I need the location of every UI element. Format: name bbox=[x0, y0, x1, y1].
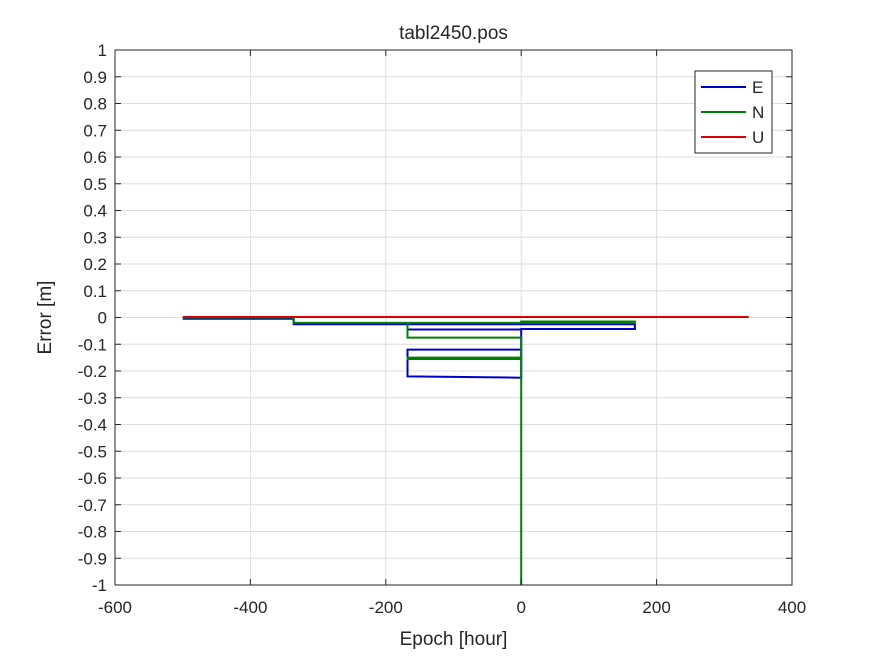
x-tick-label: -600 bbox=[98, 598, 132, 617]
y-tick-label: -0.2 bbox=[78, 362, 107, 381]
y-tick-label: 0.9 bbox=[83, 68, 107, 87]
y-tick-label: -0.4 bbox=[78, 416, 107, 435]
y-tick-label: -0.5 bbox=[78, 442, 107, 461]
series-layer bbox=[182, 316, 749, 585]
x-tick-label: -400 bbox=[233, 598, 267, 617]
y-tick-label: 0.7 bbox=[83, 121, 107, 140]
y-tick-label: -0.6 bbox=[78, 469, 107, 488]
y-tick-label: 0.2 bbox=[83, 255, 107, 274]
y-tick-label: 0.1 bbox=[83, 282, 107, 301]
x-tick-label: 200 bbox=[642, 598, 670, 617]
x-tick-label: 400 bbox=[778, 598, 806, 617]
y-axis-label: Error [m] bbox=[35, 281, 56, 355]
y-tick-label: -0.8 bbox=[78, 523, 107, 542]
x-tick-label: 0 bbox=[516, 598, 525, 617]
axis-ticks: -600 -400 -200 0 200 400 -1 -0.9 -0.8 -0.7 -0.6 -0.… bbox=[78, 41, 806, 617]
y-tick-label: -1 bbox=[92, 576, 107, 595]
y-tick-label: -0.7 bbox=[78, 496, 107, 515]
chart-title: tabl2450.pos bbox=[399, 23, 508, 44]
y-tick-label: 0.5 bbox=[83, 175, 107, 194]
y-tick-label: 0.4 bbox=[83, 202, 107, 221]
series-line-N bbox=[182, 316, 636, 585]
y-tick-label: -0.3 bbox=[78, 389, 107, 408]
y-tick-label: 0.8 bbox=[83, 95, 107, 114]
y-tick-label: 0 bbox=[98, 309, 107, 328]
y-tick-label: 0.6 bbox=[83, 148, 107, 167]
x-tick-label: -200 bbox=[369, 598, 403, 617]
y-tick-label: -0.1 bbox=[78, 335, 107, 354]
legend-label-E: E bbox=[752, 78, 763, 97]
y-tick-label: 0.3 bbox=[83, 228, 107, 247]
y-tick-label: 1 bbox=[98, 41, 107, 60]
legend-label-N: N bbox=[752, 103, 764, 122]
x-axis-label: Epoch [hour] bbox=[400, 629, 508, 650]
legend-label-U: U bbox=[752, 128, 764, 147]
y-tick-label: -0.9 bbox=[78, 549, 107, 568]
legend: ENU bbox=[694, 70, 773, 154]
